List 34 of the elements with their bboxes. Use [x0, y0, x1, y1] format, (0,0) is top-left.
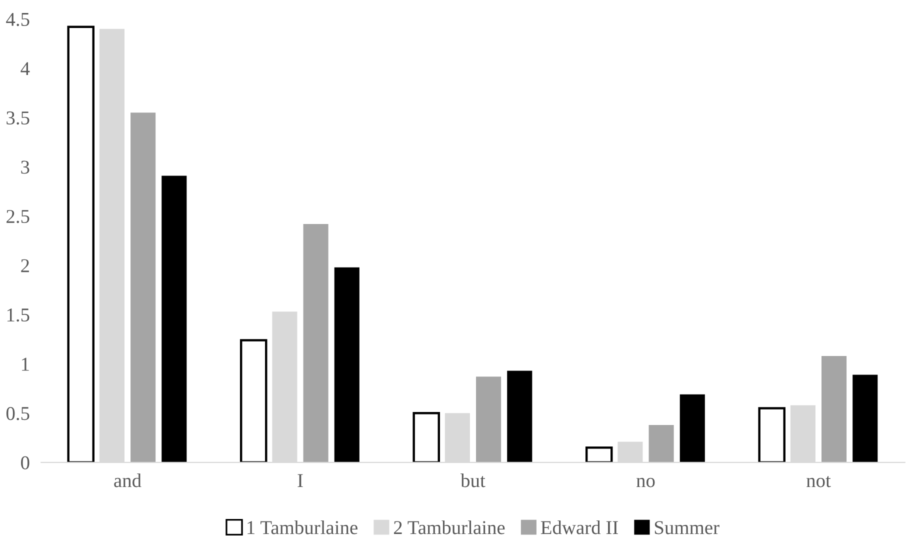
- y-tick-label: 1.5: [7, 308, 30, 322]
- bar: [585, 446, 613, 462]
- legend-label: 1 Tamburlaine: [248, 520, 358, 534]
- x-tick-label: but: [460, 474, 486, 488]
- bar: [852, 374, 878, 462]
- bar: [67, 26, 94, 462]
- bar: [680, 394, 705, 462]
- x-tick-label: and: [114, 474, 142, 488]
- x-tick-label: I: [298, 474, 303, 488]
- y-tick-label: 1: [22, 358, 29, 371]
- bar: [303, 224, 328, 462]
- legend-label: Summer: [654, 521, 720, 534]
- bar: [240, 339, 268, 462]
- bar: [822, 356, 847, 462]
- bar: [648, 424, 674, 462]
- y-tick-label: 3: [21, 160, 30, 174]
- y-tick-label: 3.5: [6, 111, 30, 125]
- y-tick-label: 0.5: [6, 406, 30, 420]
- y-tick-label: 2.5: [6, 210, 30, 224]
- bar: [412, 412, 440, 462]
- x-tick-label: not: [806, 476, 831, 488]
- y-tick-label: 0: [21, 456, 30, 470]
- y-tick-label: 2: [21, 259, 29, 272]
- bar: [130, 112, 156, 462]
- legend-label: Edward II: [540, 520, 618, 534]
- y-tick-label: 4: [20, 62, 30, 76]
- x-tick-label: no: [636, 478, 655, 488]
- bar: [476, 376, 502, 462]
- y-tick-label: 4.5: [6, 12, 30, 26]
- bar: [507, 370, 532, 462]
- bar: [334, 267, 360, 462]
- bar: [162, 176, 187, 462]
- legend-label: 2 Tamburlaine: [394, 520, 505, 534]
- bar: [758, 407, 786, 462]
